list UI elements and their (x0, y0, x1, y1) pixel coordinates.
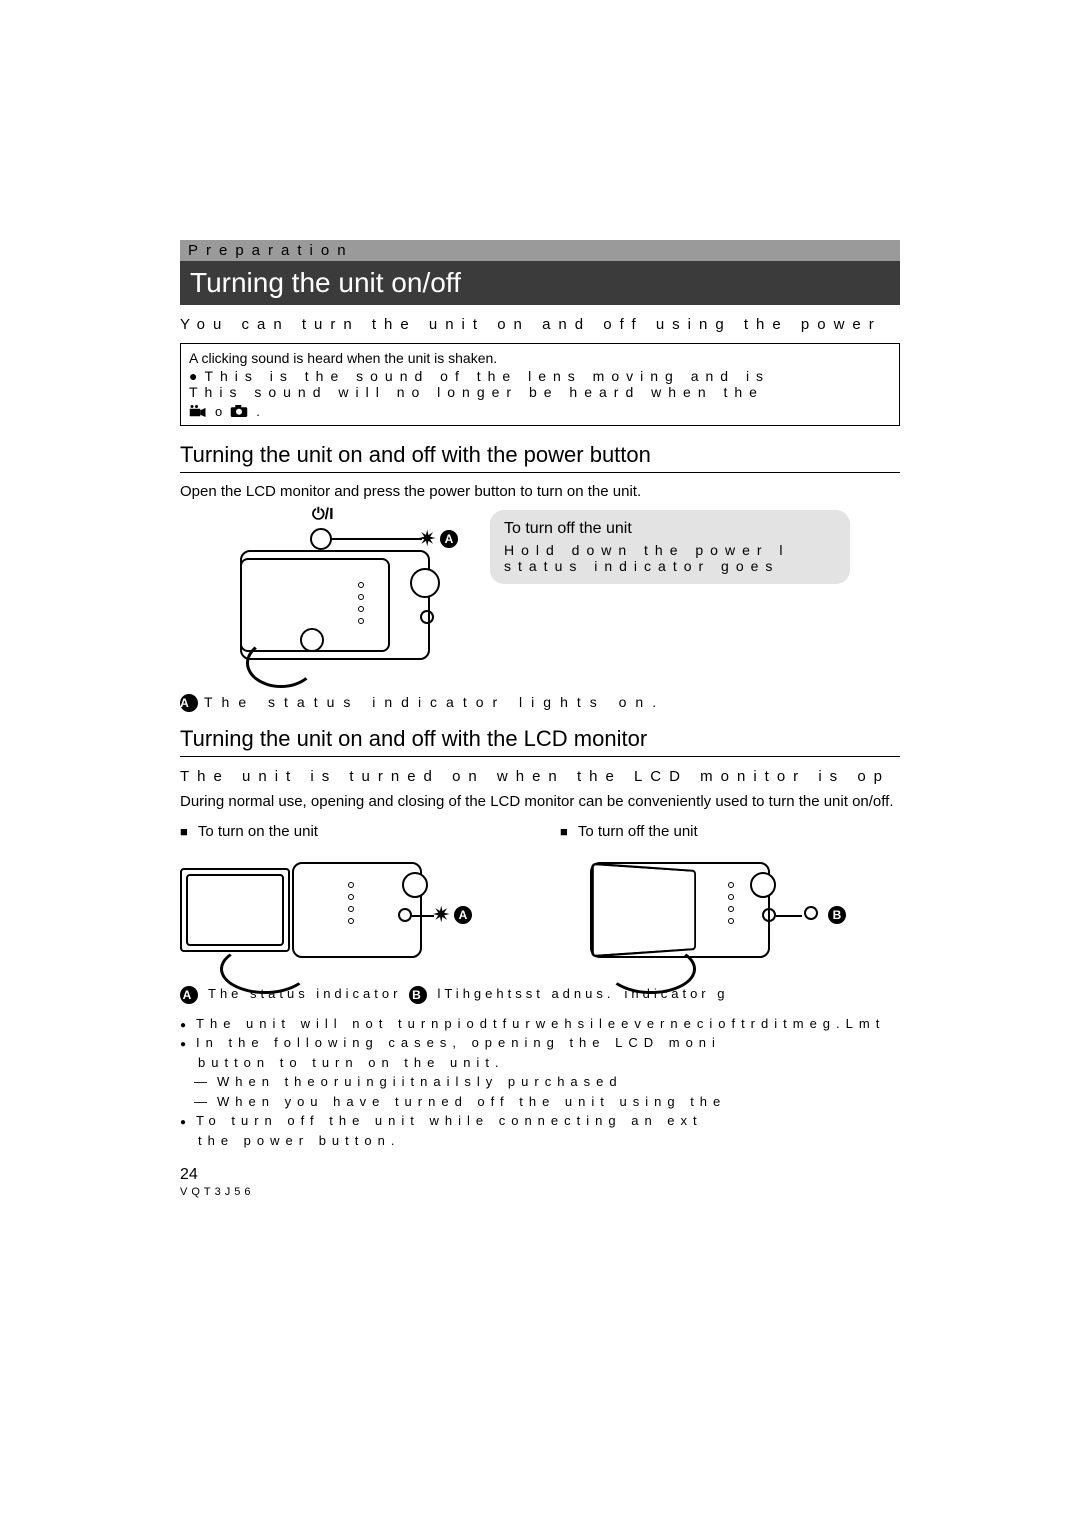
callout-title: To turn off the unit (504, 520, 836, 538)
turn-off-title: To turn off the unit (560, 823, 900, 840)
bullet-3: To turn off the unit while connecting an… (180, 1111, 900, 1131)
open-arrow-icon (246, 638, 316, 688)
lens-icon-open (402, 872, 428, 898)
leader-line (332, 538, 422, 540)
caption-mid: lTihgehtsst adnus. (437, 986, 614, 1004)
lens-icon-closed (750, 872, 776, 898)
flash-icon-a: ✷ (432, 904, 450, 926)
lcd-line-1: The unit is turned on when the LCD monit… (180, 767, 900, 787)
off-indicator-icon (804, 906, 818, 920)
mode-separator: o (215, 404, 222, 419)
col-turn-on: To turn on the unit ✷ A (180, 823, 520, 978)
turn-on-title: To turn on the unit (180, 823, 520, 840)
status-indicator-on (398, 908, 412, 922)
bullet-1: The unit will not turnpiodtfurwehsileeve… (180, 1014, 900, 1034)
note-trailing-dot: . (256, 404, 260, 419)
power-button-icon (310, 528, 332, 550)
col-turn-off: To turn off the unit B (560, 823, 900, 978)
leader-line-a (412, 915, 434, 917)
note-box: A clicking sound is heard when the unit … (180, 343, 900, 426)
lcd-panel-closing (591, 862, 696, 957)
lens-icon (410, 568, 440, 598)
caption-a-text: The status indicator lights on. (204, 694, 665, 710)
callout-line-2: status indicator goes (504, 558, 836, 574)
button-column-open (348, 882, 354, 924)
camcorder-closed-figure: B (560, 848, 860, 978)
note-icon-row: o . (189, 404, 891, 419)
leader-line-b (776, 915, 802, 917)
camcorder-open-figure: ✷ A (180, 848, 480, 978)
button-column-closed (728, 882, 734, 924)
turn-off-callout: To turn off the unit Hold down the power… (490, 510, 850, 584)
callout-line-1: Hold down the power l (504, 542, 836, 558)
intro-text: You can turn the unit on and off using t… (180, 315, 900, 335)
dash-1: When theoruingiitnailsly purchased (180, 1072, 900, 1092)
bullet-2: In the following cases, opening the LCD … (180, 1033, 900, 1053)
notes-list: The unit will not turnpiodtfurwehsileeve… (180, 1014, 900, 1151)
instruction-text: Open the LCD monitor and press the power… (180, 483, 900, 500)
caption-a: A The status indicator lights on. (180, 694, 900, 712)
section-label: Preparation (180, 240, 900, 261)
button-column (358, 582, 364, 624)
close-arrow-icon (606, 944, 696, 994)
badge-a: A (440, 530, 458, 548)
lcd-line-2: During normal use, opening and closing o… (180, 792, 900, 812)
figure-row-1: ⏻/I ✷ A To turn off the unit Hold down t… (180, 510, 900, 680)
flash-icon: ✷ (418, 528, 436, 550)
video-mode-icon (189, 404, 207, 418)
badge-b: B (828, 906, 846, 924)
badge-b-2: B (409, 986, 427, 1004)
lcd-screen (186, 874, 284, 946)
page-number: 24 (180, 1166, 900, 1184)
badge-a-2: A (454, 906, 472, 924)
note-line-2: ●This is the sound of the lens moving an… (189, 368, 891, 384)
power-symbol-label: ⏻/I (312, 506, 334, 524)
page-title: Turning the unit on/off (180, 261, 900, 305)
camcorder-figure-top: ⏻/I ✷ A (180, 510, 460, 680)
status-indicator-off (762, 908, 776, 922)
note-line-3: This sound will no longer be heard when … (189, 384, 891, 400)
bullet-2a: button to turn on the unit. (198, 1053, 900, 1073)
open-arrow-icon-2 (220, 944, 310, 994)
camera-mode-icon (230, 404, 248, 418)
bullet-3a: the power button. (198, 1131, 900, 1151)
document-code: VQT3J56 (180, 1186, 900, 1198)
badge-a-inline: A (180, 694, 198, 712)
note-line-1: A clicking sound is heard when the unit … (189, 350, 891, 366)
dash-2: When you have turned off the unit using … (180, 1092, 900, 1112)
status-indicator-icon (420, 610, 434, 624)
badge-a-3: A (180, 986, 198, 1004)
two-column-figures: To turn on the unit ✷ A To turn off the … (180, 823, 900, 978)
manual-page: Preparation Turning the unit on/off You … (180, 240, 900, 1198)
subheading-lcd: Turning the unit on and off with the LCD… (180, 726, 900, 757)
subheading-power-button: Turning the unit on and off with the pow… (180, 442, 900, 473)
